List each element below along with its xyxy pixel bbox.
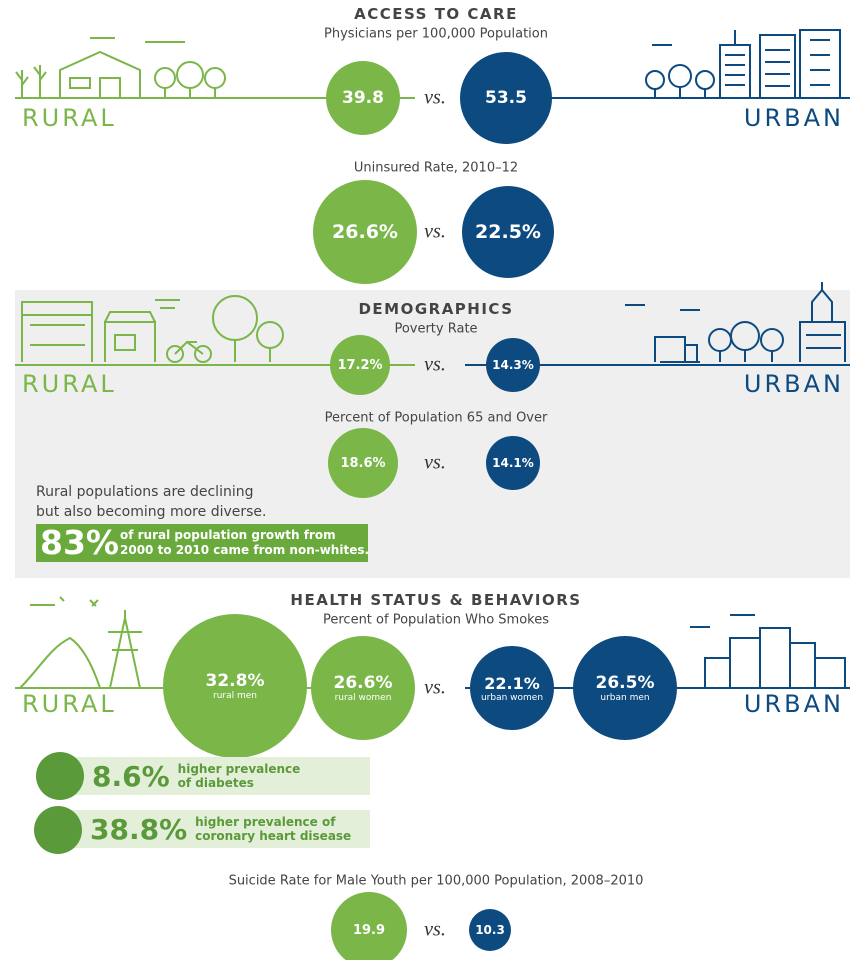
urban-circle: 14.3% <box>486 338 540 392</box>
metric-label: Suicide Rate for Male Youth per 100,000 … <box>229 874 644 889</box>
urban-circle: 26.5%urban men <box>573 636 677 740</box>
urban-circle: 10.3 <box>469 909 511 951</box>
rural-circle: 39.8 <box>326 61 400 135</box>
value: 17.2% <box>337 358 382 373</box>
value: 39.8 <box>342 88 384 108</box>
metric-label: Physicians per 100,000 Population <box>324 27 548 42</box>
group: rural women <box>335 693 392 703</box>
vs: vs. <box>424 354 446 377</box>
section-title: HEALTH STATUS & BEHAVIORS <box>290 591 581 609</box>
urban-circle: 22.1%urban women <box>470 646 554 730</box>
value: 19.9 <box>353 923 385 938</box>
rural-circle: 26.6%rural women <box>311 636 415 740</box>
callout-text: 2000 to 2010 came from non-whites. <box>120 543 369 558</box>
rural-circle: 17.2% <box>330 335 390 395</box>
group: rural men <box>213 691 257 701</box>
stat-value: 38.8% <box>90 813 187 846</box>
vs: vs. <box>424 677 446 700</box>
stat-text: higher prevalence <box>178 762 301 776</box>
infographic: ACCESS TO CARE Physicians per 100,000 Po… <box>0 0 856 960</box>
rural-circle: 19.9 <box>331 892 407 960</box>
value: 26.6% <box>334 673 393 693</box>
stat-icon <box>34 806 82 854</box>
rural-label: RURAL <box>22 370 117 398</box>
urban-label: URBAN <box>744 104 844 132</box>
value: 14.3% <box>492 358 534 372</box>
value: 14.1% <box>492 456 534 470</box>
stat-text: higher prevalence of <box>195 815 351 829</box>
stat-text: coronary heart disease <box>195 829 351 843</box>
urban-label: URBAN <box>744 370 844 398</box>
group: urban women <box>481 693 543 703</box>
urban-circle: 22.5% <box>462 186 554 278</box>
rural-circle: 26.6% <box>313 180 417 284</box>
value: 22.5% <box>475 221 541 243</box>
urban-circle: 14.1% <box>486 436 540 490</box>
value: 22.1% <box>484 674 540 693</box>
vs: vs. <box>424 87 446 110</box>
rural-label: RURAL <box>22 690 117 718</box>
group: urban men <box>600 693 649 703</box>
metric-label: Poverty Rate <box>394 322 477 337</box>
callout-text: of rural population growth from <box>120 528 369 543</box>
value: 53.5 <box>485 88 527 108</box>
value: 10.3 <box>475 923 505 937</box>
vs: vs. <box>424 221 446 244</box>
vs: vs. <box>424 919 446 942</box>
metric-label: Uninsured Rate, 2010–12 <box>354 161 518 176</box>
rural-circle: 32.8%rural men <box>163 614 307 758</box>
callout-value: 83% <box>40 524 119 562</box>
vs: vs. <box>424 452 446 475</box>
stat-text: of diabetes <box>178 776 301 790</box>
section-title: ACCESS TO CARE <box>354 5 518 23</box>
metric-label: Percent of Population 65 and Over <box>325 411 548 426</box>
urban-label: URBAN <box>744 690 844 718</box>
note-line: Rural populations are declining <box>36 482 266 502</box>
stat-icon <box>36 752 84 800</box>
rural-label: RURAL <box>22 104 117 132</box>
metric-label: Percent of Population Who Smokes <box>323 613 549 628</box>
value: 26.6% <box>332 221 398 243</box>
rural-circle: 18.6% <box>328 428 398 498</box>
value: 18.6% <box>340 456 385 471</box>
stat-value: 8.6% <box>92 760 170 793</box>
note-line: but also becoming more diverse. <box>36 502 266 522</box>
section-title: DEMOGRAPHICS <box>358 300 513 318</box>
value: 26.5% <box>596 673 655 693</box>
urban-circle: 53.5 <box>460 52 552 144</box>
value: 32.8% <box>206 671 265 691</box>
